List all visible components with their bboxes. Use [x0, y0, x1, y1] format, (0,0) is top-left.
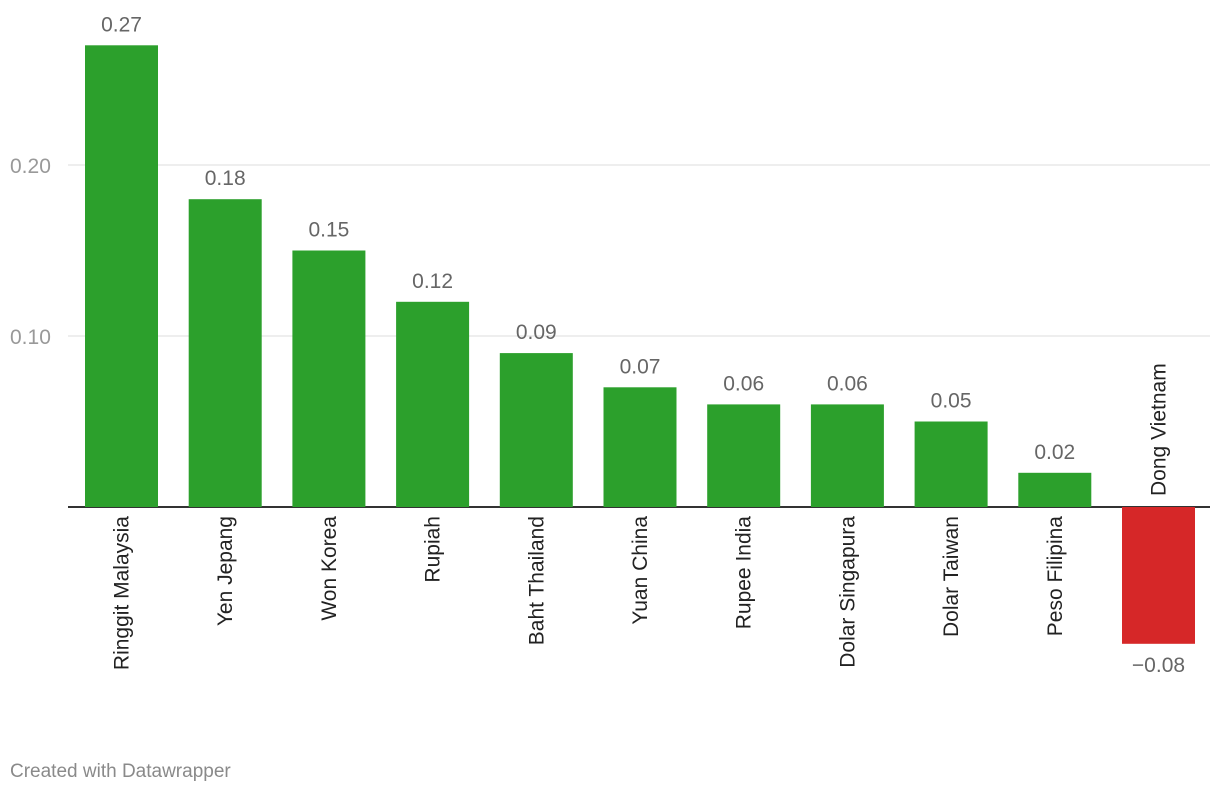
bar[interactable] — [1122, 507, 1195, 644]
category-label: Baht Thailand — [525, 516, 548, 645]
category-label: Yen Jepang — [214, 516, 237, 626]
value-label: 0.27 — [101, 13, 142, 36]
value-label: 0.12 — [412, 270, 453, 293]
category-label: Dong Vietnam — [1148, 363, 1171, 496]
category-label: Rupiah — [422, 516, 445, 583]
category-label: Ringgit Malaysia — [111, 516, 134, 670]
bar[interactable] — [499, 353, 573, 507]
category-label: Won Korea — [318, 516, 341, 621]
value-label: 0.06 — [723, 372, 764, 395]
labels: 0.10 0.20 0.27 Ringgit Malaysia 0.18 Yen Jepa… — [10, 13, 1185, 677]
category-label: Dolar Singapura — [836, 516, 859, 668]
value-label: 0.05 — [931, 390, 972, 413]
y-tick-label: 0.10 — [10, 326, 51, 349]
bar[interactable] — [85, 45, 158, 508]
value-label: 0.02 — [1034, 441, 1075, 464]
category-label: Dolar Taiwan — [940, 516, 963, 637]
bar[interactable] — [914, 421, 988, 508]
bar[interactable] — [810, 404, 884, 507]
bar[interactable] — [292, 250, 366, 508]
value-label: −0.08 — [1132, 654, 1185, 677]
value-label: 0.06 — [827, 372, 868, 395]
bar[interactable] — [707, 404, 781, 507]
value-label: 0.07 — [620, 355, 661, 378]
value-label: 0.15 — [308, 219, 349, 242]
category-label: Rupee India — [733, 516, 756, 630]
bar[interactable] — [603, 387, 677, 507]
bars — [85, 45, 1195, 644]
y-tick-label: 0.20 — [10, 155, 51, 178]
bar[interactable] — [188, 199, 262, 507]
category-label: Peso Filipina — [1044, 516, 1067, 637]
bar[interactable] — [1018, 472, 1092, 507]
bar[interactable] — [396, 301, 470, 507]
value-label: 0.18 — [205, 167, 246, 190]
credit-footer[interactable]: Created with Datawrapper — [10, 761, 231, 782]
value-label: 0.09 — [516, 321, 557, 344]
bar-chart: 0.10 0.20 0.27 Ringgit Malaysia 0.18 Yen Jepa… — [10, 13, 1210, 677]
category-label: Yuan China — [629, 516, 652, 625]
